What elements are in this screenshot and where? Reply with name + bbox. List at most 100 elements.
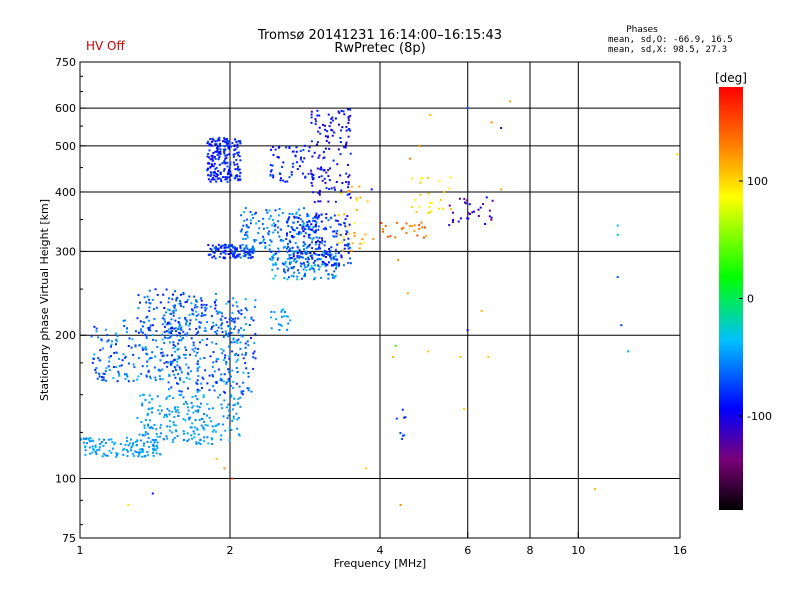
data-point [364, 233, 367, 236]
data-point [317, 200, 320, 203]
data-point [318, 214, 321, 217]
data-point [320, 258, 323, 261]
data-point [380, 222, 383, 224]
data-point [309, 268, 311, 271]
data-point [218, 163, 221, 166]
data-point [158, 368, 161, 371]
data-point [211, 165, 214, 167]
data-point [206, 424, 209, 427]
data-point [310, 140, 313, 143]
data-point [148, 427, 151, 430]
data-point [165, 311, 168, 314]
data-point [130, 446, 133, 449]
data-point [298, 214, 301, 217]
data-point [163, 307, 166, 309]
data-point [286, 245, 289, 248]
data-point [386, 235, 389, 238]
data-point [113, 443, 116, 446]
data-point [186, 298, 189, 301]
data-point [359, 242, 362, 245]
data-point [178, 393, 181, 396]
data-point [413, 230, 416, 233]
data-point [359, 196, 362, 199]
data-point [233, 153, 236, 156]
data-point [244, 298, 247, 301]
data-point [319, 241, 321, 244]
data-point [239, 405, 242, 408]
data-point [160, 348, 163, 350]
data-point [143, 455, 146, 458]
data-point [325, 187, 328, 190]
data-point [223, 373, 226, 376]
data-point [206, 382, 209, 385]
data-point [232, 161, 235, 164]
data-point [303, 228, 306, 230]
data-point [258, 227, 261, 230]
data-point [292, 251, 295, 254]
data-point [159, 378, 162, 381]
data-point [394, 344, 397, 347]
data-point [192, 341, 195, 344]
data-point [245, 250, 248, 253]
data-point [458, 197, 461, 200]
data-point [179, 377, 182, 380]
data-point [324, 240, 327, 243]
data-point [127, 380, 130, 383]
data-point [282, 263, 285, 266]
data-point [190, 308, 193, 311]
data-point [311, 177, 314, 179]
data-point [232, 252, 234, 255]
data-point [125, 449, 128, 451]
data-point [220, 180, 223, 183]
data-point [232, 297, 235, 300]
data-point [477, 215, 480, 217]
data-point [176, 435, 179, 438]
data-point [212, 138, 215, 141]
data-point [147, 437, 150, 439]
data-point [162, 438, 165, 441]
data-point [248, 252, 251, 255]
data-point [187, 324, 190, 327]
data-point [237, 253, 240, 256]
data-point [302, 268, 305, 271]
data-point [99, 442, 101, 445]
data-point [355, 197, 358, 200]
data-point [243, 249, 245, 252]
data-point [206, 403, 209, 406]
data-point [220, 434, 223, 437]
data-point [202, 314, 205, 317]
data-point [239, 256, 242, 259]
data-point [197, 330, 200, 333]
data-point [218, 145, 221, 148]
data-point [233, 144, 236, 147]
data-point [228, 140, 231, 143]
data-point [309, 252, 312, 254]
data-point [186, 413, 189, 416]
data-point [315, 229, 317, 232]
data-point [232, 417, 235, 420]
data-point [192, 405, 195, 408]
data-point [146, 451, 149, 453]
data-point [134, 440, 137, 443]
data-point [227, 403, 230, 406]
data-point [236, 163, 239, 166]
data-point [129, 448, 132, 451]
data-point [172, 421, 175, 424]
data-point [201, 376, 204, 379]
data-point [221, 315, 224, 318]
data-point [116, 380, 119, 383]
data-point [326, 130, 329, 133]
data-point [222, 256, 225, 259]
data-point [215, 360, 218, 363]
data-point [418, 144, 421, 147]
data-point [307, 150, 310, 153]
data-point [297, 269, 300, 272]
data-point [196, 379, 199, 382]
data-point [188, 378, 191, 381]
data-point [195, 300, 198, 303]
data-point [263, 238, 265, 241]
data-point [314, 123, 317, 126]
data-point [92, 448, 95, 451]
data-point [290, 256, 293, 259]
data-point [179, 332, 182, 335]
